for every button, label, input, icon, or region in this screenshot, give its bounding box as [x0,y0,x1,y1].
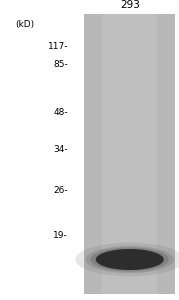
Bar [102,14,157,294]
Ellipse shape [86,246,174,273]
Bar [84,14,175,294]
Text: 85-: 85- [53,60,68,69]
Text: 117-: 117- [47,42,68,51]
Ellipse shape [75,243,179,276]
Ellipse shape [91,248,169,272]
Text: 19-: 19- [53,231,68,240]
Text: 48-: 48- [53,108,68,117]
Ellipse shape [96,249,164,270]
Text: 293: 293 [120,1,140,10]
Text: 26-: 26- [53,186,68,195]
Text: (kD): (kD) [15,20,34,29]
Text: 34-: 34- [53,146,68,154]
